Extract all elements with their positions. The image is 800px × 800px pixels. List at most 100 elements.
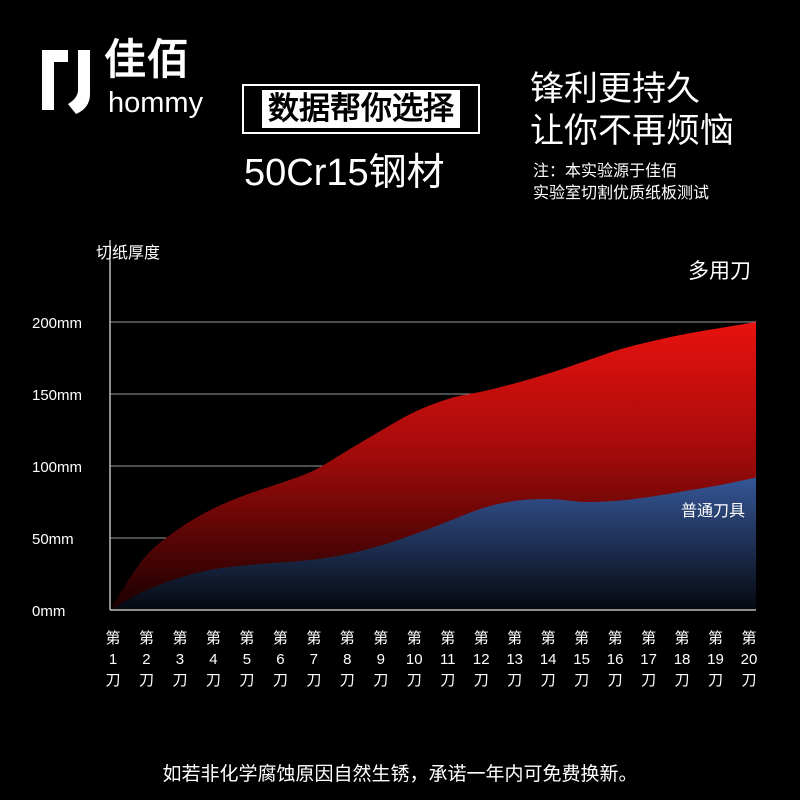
svg-text:刀: 刀 xyxy=(340,671,355,689)
svg-text:第: 第 xyxy=(206,629,221,647)
svg-text:17: 17 xyxy=(640,651,657,668)
svg-text:1: 1 xyxy=(109,651,117,668)
slogan-line-1: 锋利更持久 xyxy=(530,69,700,109)
warranty-footer: 如若非化学腐蚀原因自然生锈，承诺一年内可免费换新。 xyxy=(162,763,638,785)
svg-text:刀: 刀 xyxy=(507,671,522,689)
svg-text:5: 5 xyxy=(243,651,251,668)
svg-text:第: 第 xyxy=(675,629,690,647)
x-tick-label: 第 3 刀 xyxy=(172,629,187,689)
svg-text:刀: 刀 xyxy=(608,671,623,689)
svg-text:刀: 刀 xyxy=(641,671,656,689)
note-line-1: 注：本实验源于佳佰 xyxy=(533,161,678,180)
x-tick-label: 第 16 刀 xyxy=(607,629,624,689)
svg-text:2: 2 xyxy=(142,651,150,668)
svg-text:第: 第 xyxy=(407,629,422,647)
x-tick-label: 第 10 刀 xyxy=(406,629,423,689)
x-tick-label: 第 18 刀 xyxy=(674,629,691,689)
svg-text:刀: 刀 xyxy=(273,671,288,689)
material-label: 50Cr15钢材 xyxy=(244,152,445,194)
svg-text:16: 16 xyxy=(607,651,624,668)
hommy-logo-icon xyxy=(42,50,90,114)
svg-text:第: 第 xyxy=(172,629,187,647)
x-tick-label: 第 6 刀 xyxy=(273,629,288,689)
brand-name-cn: 佳佰 xyxy=(104,35,191,84)
x-tick-label: 第 13 刀 xyxy=(506,629,523,689)
svg-text:3: 3 xyxy=(176,651,184,668)
x-tick-label: 第 5 刀 xyxy=(239,629,254,689)
svg-text:20: 20 xyxy=(741,651,758,668)
svg-text:刀: 刀 xyxy=(474,671,489,689)
svg-text:刀: 刀 xyxy=(675,671,690,689)
x-tick-label: 第 11 刀 xyxy=(440,629,456,689)
svg-text:11: 11 xyxy=(440,651,456,668)
y-tick-label: 50mm xyxy=(32,531,74,548)
svg-text:刀: 刀 xyxy=(440,671,455,689)
svg-text:第: 第 xyxy=(741,629,756,647)
svg-text:第: 第 xyxy=(373,629,388,647)
y-tick-label: 0mm xyxy=(32,603,65,620)
svg-text:第: 第 xyxy=(340,629,355,647)
svg-text:12: 12 xyxy=(473,651,490,668)
svg-text:第: 第 xyxy=(708,629,723,647)
x-tick-label: 第 14 刀 xyxy=(540,629,557,689)
svg-text:19: 19 xyxy=(707,651,724,668)
svg-text:8: 8 xyxy=(343,651,351,668)
x-tick-label: 第 17 刀 xyxy=(640,629,657,689)
series-label-multi-purpose-knife: 多用刀 xyxy=(688,259,751,283)
svg-text:刀: 刀 xyxy=(239,671,254,689)
svg-text:刀: 刀 xyxy=(105,671,120,689)
svg-text:第: 第 xyxy=(541,629,556,647)
svg-text:第: 第 xyxy=(306,629,321,647)
svg-text:7: 7 xyxy=(310,651,318,668)
y-axis-title: 切纸厚度 xyxy=(96,243,160,262)
svg-text:第: 第 xyxy=(574,629,589,647)
svg-text:刀: 刀 xyxy=(741,671,756,689)
svg-text:刀: 刀 xyxy=(172,671,187,689)
svg-text:刀: 刀 xyxy=(574,671,589,689)
svg-text:刀: 刀 xyxy=(373,671,388,689)
svg-text:第: 第 xyxy=(440,629,455,647)
svg-text:13: 13 xyxy=(506,651,523,668)
boxed-title-text: 数据帮你选择 xyxy=(262,90,460,128)
svg-text:9: 9 xyxy=(377,651,385,668)
svg-text:15: 15 xyxy=(573,651,590,668)
svg-text:第: 第 xyxy=(507,629,522,647)
slogan-line-2: 让你不再烦恼 xyxy=(530,111,734,151)
svg-text:第: 第 xyxy=(641,629,656,647)
svg-text:第: 第 xyxy=(239,629,254,647)
brand-name-en: hommy xyxy=(108,87,204,119)
test-note: 注：本实验源于佳佰 实验室切割优质纸板测试 xyxy=(533,160,709,204)
svg-text:18: 18 xyxy=(674,651,691,668)
svg-text:第: 第 xyxy=(608,629,623,647)
svg-text:4: 4 xyxy=(209,651,217,668)
svg-text:刀: 刀 xyxy=(206,671,221,689)
svg-text:第: 第 xyxy=(105,629,120,647)
y-tick-label: 200mm xyxy=(32,315,82,332)
brand-logo: 佳佰 hommy xyxy=(38,34,218,124)
y-tick-label: 150mm xyxy=(32,387,82,404)
svg-text:刀: 刀 xyxy=(407,671,422,689)
x-tick-label: 第 20 刀 xyxy=(741,629,758,689)
x-tick-label: 第 1 刀 xyxy=(105,629,120,689)
svg-text:10: 10 xyxy=(406,651,423,668)
y-tick-label: 100mm xyxy=(32,459,82,476)
svg-text:14: 14 xyxy=(540,651,557,668)
svg-text:第: 第 xyxy=(474,629,489,647)
svg-text:刀: 刀 xyxy=(139,671,154,689)
note-line-2: 实验室切割优质纸板测试 xyxy=(533,183,710,202)
x-tick-label: 第 15 刀 xyxy=(573,629,590,689)
ordinary-knife-area xyxy=(110,477,756,610)
boxed-title: 数据帮你选择 xyxy=(242,84,480,134)
x-tick-label: 第 2 刀 xyxy=(139,629,154,689)
x-tick-label: 第 19 刀 xyxy=(707,629,724,689)
svg-text:刀: 刀 xyxy=(541,671,556,689)
series-label-ordinary-knife: 普通刀具 xyxy=(681,501,745,520)
x-tick-label: 第 9 刀 xyxy=(373,629,388,689)
svg-text:第: 第 xyxy=(139,629,154,647)
svg-text:第: 第 xyxy=(273,629,288,647)
svg-text:刀: 刀 xyxy=(306,671,321,689)
x-tick-label: 第 7 刀 xyxy=(306,629,321,689)
slogan: 锋利更持久 让你不再烦恼 xyxy=(530,68,734,152)
svg-text:刀: 刀 xyxy=(708,671,723,689)
